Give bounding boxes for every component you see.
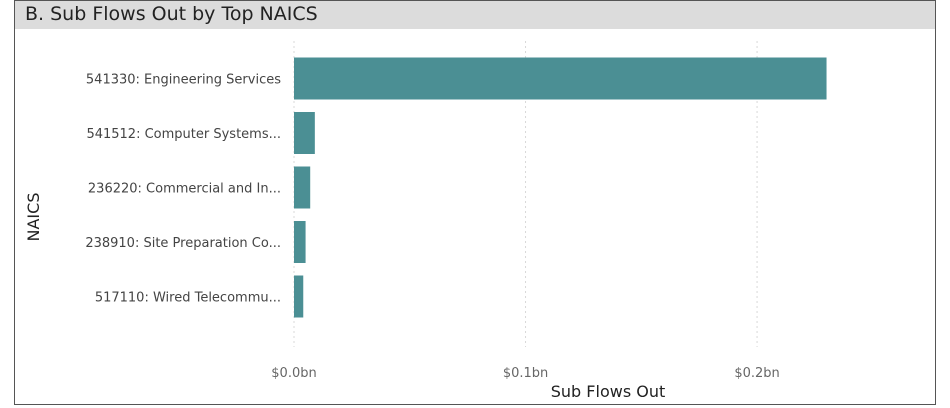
x-axis-title: Sub Flows Out (551, 382, 666, 401)
y-axis-title: NAICS (24, 193, 43, 242)
visual-header: B. Sub Flows Out by Top NAICS (15, 1, 935, 29)
x-tick-label: $0.2bn (734, 366, 779, 381)
category-label: 541330: Engineering Services (86, 73, 281, 88)
x-tick-labels: $0.0bn $0.1bn $0.2bn (271, 366, 780, 381)
category-label: 236220: Commercial and In... (88, 182, 281, 197)
category-labels: 541330: Engineering Services 541512: Comp… (85, 73, 281, 306)
category-label: 541512: Computer Systems... (86, 127, 281, 142)
bars (294, 57, 827, 318)
category-label: 238910: Site Preparation Co... (85, 236, 281, 251)
category-label: 517110: Wired Telecommu... (95, 291, 281, 306)
x-tick-label: $0.1bn (503, 366, 548, 381)
bar[interactable] (294, 112, 315, 154)
bar-chart: 541330: Engineering Services 541512: Comp… (24, 41, 827, 401)
chart-title: B. Sub Flows Out by Top NAICS (25, 3, 318, 25)
bar[interactable] (294, 57, 827, 100)
bar[interactable] (294, 166, 311, 209)
bar[interactable] (294, 275, 304, 318)
x-tick-label: $0.0bn (271, 366, 316, 381)
bar[interactable] (294, 221, 306, 263)
chart-visual: B. Sub Flows Out by Top NAICS 541330: En… (14, 0, 936, 405)
